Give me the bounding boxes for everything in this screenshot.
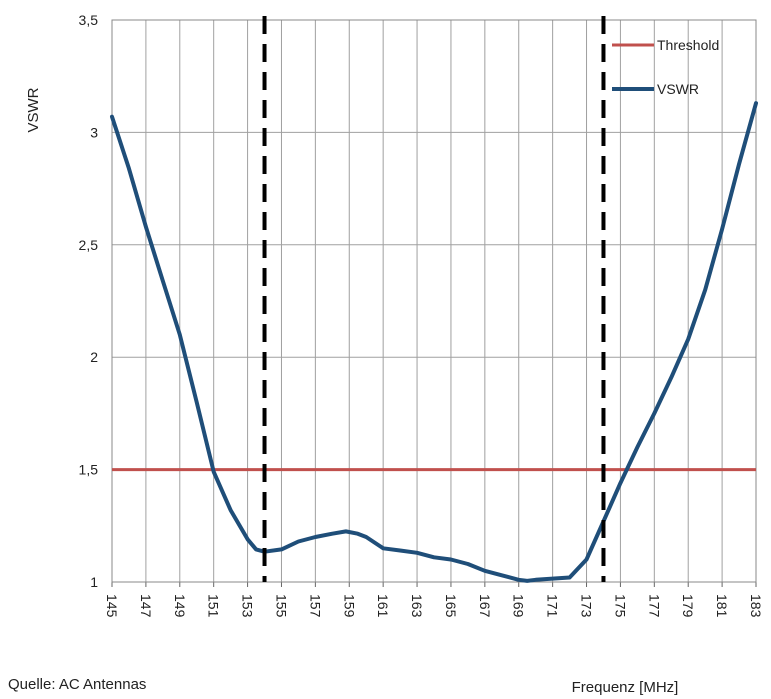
legend-label-vswr: VSWR (657, 81, 699, 97)
x-tick-label: 179 (680, 594, 696, 618)
x-tick-label: 167 (477, 594, 493, 618)
x-tick-label: 147 (138, 594, 154, 618)
source-caption: Quelle: AC Antennas (8, 676, 147, 693)
x-tick-label: 151 (206, 594, 222, 618)
y-tick-label: 1,5 (79, 462, 99, 478)
x-tick-label: 163 (409, 594, 425, 618)
x-tick-label: 145 (104, 594, 120, 618)
x-tick-label: 159 (341, 594, 357, 618)
vswr-line (110, 101, 758, 583)
y-tick-label: 2 (90, 349, 98, 365)
y-tick-label: 3 (90, 124, 98, 140)
x-tick-label: 177 (646, 594, 662, 618)
y-tick-label: 1 (90, 574, 98, 590)
y-axis-title: VSWR (25, 87, 42, 132)
y-tick-labels: 1 1,5 2 2,5 3 3,5 (79, 12, 99, 590)
x-tick-label: 175 (612, 594, 628, 618)
x-tick-label: 157 (307, 594, 323, 618)
legend-label-threshold: Threshold (657, 37, 719, 53)
band-markers (262, 16, 606, 582)
x-tick-labels: 145 147 149 151 153 155 157 159 161 163 165 167 169 1… (104, 594, 764, 618)
x-tick-label: 181 (714, 594, 730, 618)
x-tick-label: 183 (748, 594, 764, 618)
x-tick-label: 155 (273, 594, 289, 618)
grid (111, 19, 757, 587)
x-tick-label: 173 (579, 594, 595, 618)
x-axis-title: Frequenz [MHz] (572, 679, 679, 696)
y-tick-label: 2,5 (79, 237, 99, 253)
x-tick-label: 169 (511, 594, 527, 618)
x-tick-label: 165 (443, 594, 459, 618)
legend: Threshold VSWR (612, 37, 719, 97)
plot-frame (111, 19, 757, 583)
y-tick-label: 3,5 (79, 12, 99, 28)
x-tick-label: 149 (172, 594, 188, 618)
x-tick-label: 171 (545, 594, 561, 618)
x-tick-label: 161 (375, 594, 391, 618)
x-tick-label: 153 (240, 594, 256, 618)
